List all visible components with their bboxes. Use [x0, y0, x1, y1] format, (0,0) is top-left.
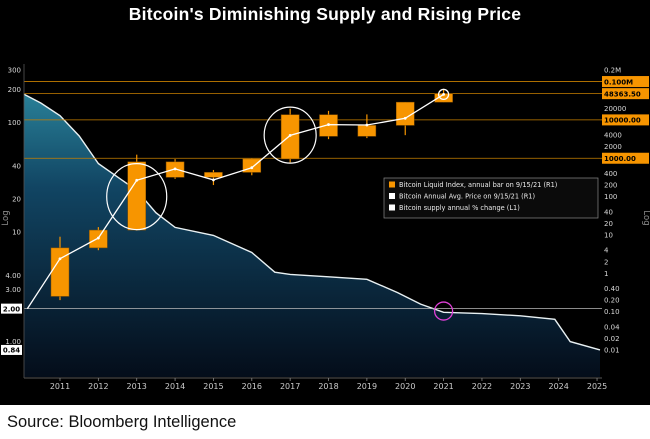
left-axis-label: 1.00: [5, 338, 21, 346]
right-axis-badge: [602, 114, 649, 126]
year-label: 2014: [165, 382, 185, 391]
highlight-circle: [106, 162, 168, 231]
left-axis-label: 10: [12, 228, 21, 236]
left-axis-badge: [1, 303, 22, 314]
right-axis-log-caption: Log: [641, 210, 650, 225]
year-label: 2016: [242, 382, 262, 391]
legend-swatch: [389, 181, 395, 188]
supply-area: [24, 94, 600, 378]
left-axis-label: 3.00: [5, 286, 21, 294]
highlight-circle: [263, 106, 317, 164]
supply-line: [23, 93, 601, 351]
legend-item-label: Bitcoin Liquid Index, annual bar on 9/15…: [399, 181, 557, 189]
right-axis-label: 200: [604, 182, 617, 190]
price-line: [26, 93, 444, 309]
right-axis-badge-label: 1000.00: [604, 155, 636, 163]
candle-body: [204, 172, 223, 178]
right-axis-label: 20: [604, 220, 613, 228]
right-axis-label: 10: [604, 231, 613, 239]
right-axis-badge-label: 0.100M: [604, 78, 633, 86]
legend-item-label: Bitcoin supply annual % change (L1): [399, 204, 520, 212]
right-axis-label: 40: [604, 208, 613, 216]
year-label: 2012: [88, 382, 108, 391]
year-label: 2011: [50, 382, 70, 391]
left-axis-label: 20: [12, 195, 21, 203]
legend-swatch: [389, 193, 395, 199]
right-axis-label: 400: [604, 170, 617, 178]
year-label: 2025: [587, 382, 607, 391]
source-attribution: Source: Bloomberg Intelligence: [0, 405, 650, 439]
legend-item[interactable]: Bitcoin Annual Avg. Price on 9/15/21 (R1…: [389, 193, 535, 201]
right-axis-label: 4: [604, 247, 609, 255]
right-axis-badge: [602, 152, 649, 164]
legend-box: [383, 177, 599, 219]
right-axis-label: 100: [604, 193, 617, 201]
chart-title: Bitcoin's Diminishing Supply and Rising …: [0, 0, 650, 28]
left-axis-label: 40: [12, 162, 21, 170]
year-label: 2018: [318, 382, 338, 391]
right-axis-label: 0.40: [604, 285, 620, 293]
right-axis-label: 4000: [604, 132, 622, 140]
right-axis-label: 1: [604, 270, 608, 278]
legend-item-label: Bitcoin Annual Avg. Price on 9/15/21 (R1…: [399, 193, 535, 201]
year-label: 2017: [280, 382, 300, 391]
year-label: 2015: [203, 382, 223, 391]
year-label: 2022: [472, 382, 492, 391]
year-label: 2023: [510, 382, 530, 391]
legend-item[interactable]: Bitcoin supply annual % change (L1): [389, 204, 520, 212]
left-axis-log-caption: Log: [1, 210, 11, 225]
right-axis-label: 0.20: [604, 297, 620, 305]
price-point: [173, 167, 177, 171]
right-axis-label: 2: [604, 258, 608, 266]
candle-body: [357, 125, 377, 137]
right-axis-badge: [602, 76, 649, 88]
left-axis-badge: [1, 344, 22, 355]
legend-swatch: [389, 204, 395, 211]
chart-area: 2011 2012 2013 2014 2015 2016 2017 2018 2019 2020…: [0, 28, 650, 405]
year-label: 2013: [127, 382, 147, 391]
year-label: 2021: [433, 382, 453, 391]
price-point: [96, 236, 100, 240]
highlight-circle: [437, 88, 450, 101]
year-label: 2024: [549, 382, 569, 391]
price-point: [365, 123, 369, 127]
left-axis-label: 200: [8, 86, 21, 94]
price-point: [58, 257, 62, 261]
bitcoin-supply-price-chart[interactable]: 2011 2012 2013 2014 2015 2016 2017 2018 2019 2020…: [0, 28, 650, 405]
left-axis-label: 300: [8, 66, 21, 74]
right-axis-badge: [602, 88, 649, 100]
candle-body: [127, 161, 146, 231]
price-point: [288, 133, 292, 137]
left-axis-badge-label: 0.84: [3, 347, 20, 355]
price-point: [403, 116, 407, 120]
price-point: [212, 178, 215, 182]
right-axis-label: 2000: [604, 143, 622, 151]
candle-body: [280, 114, 300, 160]
left-axis-badge-label: 2.00: [3, 305, 20, 313]
right-axis-label: 0.04: [604, 323, 620, 331]
highlight-circle: [433, 301, 454, 321]
year-label: 2020: [395, 382, 415, 391]
right-axis-label: 0.2M: [604, 67, 621, 75]
right-axis-label: 0.10: [604, 308, 620, 316]
price-point: [250, 166, 254, 170]
year-label: 2019: [357, 382, 377, 391]
right-axis-badge-label: 10000.00: [604, 117, 641, 125]
left-axis-label: 100: [8, 119, 21, 127]
price-point: [442, 93, 445, 96]
right-axis-label: 0.01: [604, 346, 620, 354]
legend-item[interactable]: Bitcoin Liquid Index, annual bar on 9/15…: [389, 181, 557, 189]
right-axis-label: 0.02: [604, 335, 620, 343]
right-axis-badge-label: 48363.50: [604, 90, 641, 98]
price-point: [135, 178, 139, 182]
left-axis-label: 4.00: [5, 272, 21, 280]
right-axis-label: 20000: [604, 105, 626, 113]
price-point: [327, 123, 330, 126]
